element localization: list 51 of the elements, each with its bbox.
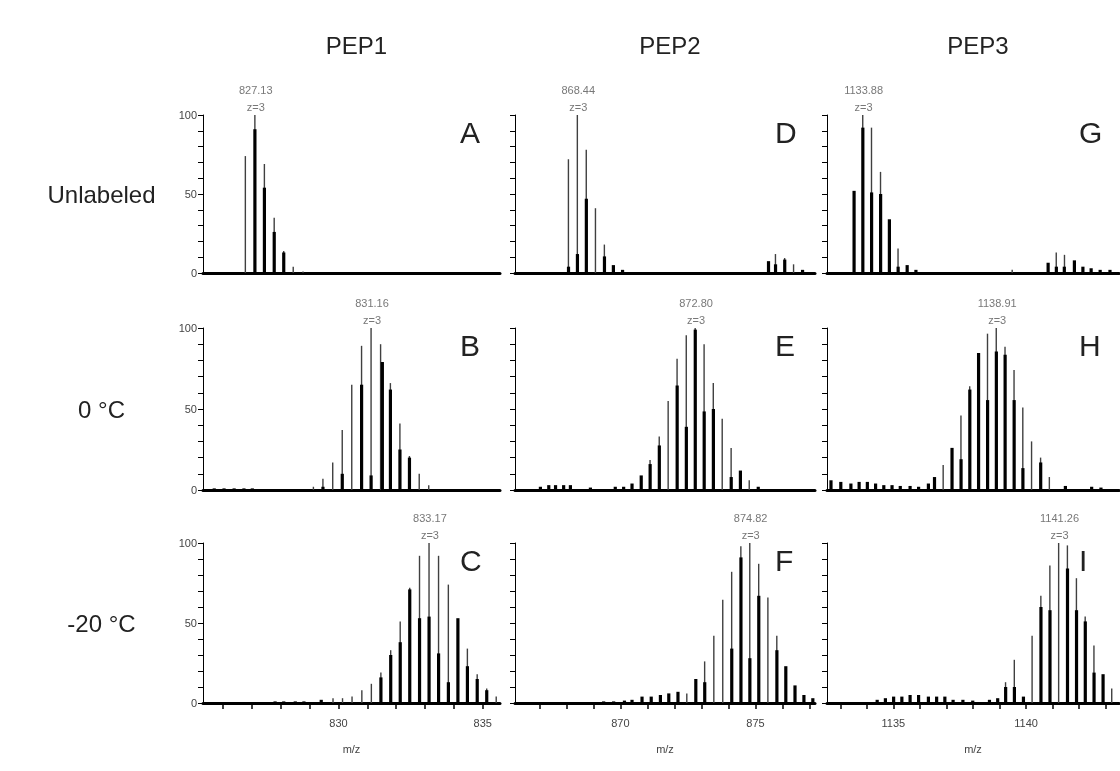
y-axis-title: 0 °C [78, 395, 125, 423]
y-tick-label: 100 [178, 322, 197, 334]
annotation: z=3 [741, 528, 760, 541]
x-tick-label: 870 [611, 716, 630, 729]
annotation: B [460, 328, 481, 362]
annotation: 1138.91 [977, 296, 1017, 309]
annotation: A [460, 115, 481, 149]
annotation: z=3 [1050, 528, 1069, 541]
annotation: H [1079, 328, 1101, 362]
annotation: 1133.88 [844, 83, 884, 96]
chart-title: PEP2 [639, 31, 701, 59]
annotation: 868.44 [561, 83, 596, 96]
x-tick-label: 830 [329, 716, 348, 729]
y-tick-label: 100 [178, 109, 197, 121]
annotation: z=3 [420, 528, 439, 541]
annotation: D [775, 115, 797, 149]
annotation: C [460, 543, 482, 577]
chart-title: PEP3 [947, 31, 1009, 59]
y-tick-label: 0 [190, 484, 197, 496]
x-tick-label: 835 [473, 716, 492, 729]
annotation: E [775, 328, 796, 362]
y-tick-label: 50 [184, 403, 197, 415]
annotation: 872.80 [679, 296, 713, 309]
y-tick-label: 100 [178, 537, 197, 549]
annotation: F [775, 543, 794, 577]
x-tick-label: 875 [746, 716, 765, 729]
y-tick-label: 50 [184, 188, 197, 200]
annotation: 1141.26 [1040, 511, 1080, 524]
x-tick-label: 1140 [1014, 716, 1038, 729]
y-tick-label: 0 [190, 267, 197, 279]
x-axis-title: m/z [656, 742, 674, 755]
x-axis-title: m/z [964, 742, 982, 755]
y-tick-label: 0 [190, 697, 197, 709]
x-axis-title: m/z [342, 742, 361, 755]
annotation: z=3 [246, 100, 265, 113]
annotation: z=3 [854, 100, 873, 113]
y-axis-title: -20 °C [67, 609, 136, 637]
annotation: z=3 [569, 100, 588, 113]
annotation: z=3 [362, 313, 381, 326]
annotation: 831.16 [355, 296, 389, 309]
annotation: 874.82 [733, 511, 768, 524]
annotation: I [1079, 543, 1088, 577]
chart-title: PEP1 [325, 31, 388, 59]
y-tick-label: 50 [184, 617, 197, 629]
annotation: z=3 [687, 313, 706, 326]
annotation: 833.17 [413, 511, 447, 524]
annotation: G [1079, 115, 1103, 149]
y-axis-title: Unlabeled [47, 180, 156, 208]
annotation: 827.13 [238, 83, 273, 96]
annotation: z=3 [988, 313, 1007, 326]
x-tick-label: 1135 [881, 716, 906, 729]
